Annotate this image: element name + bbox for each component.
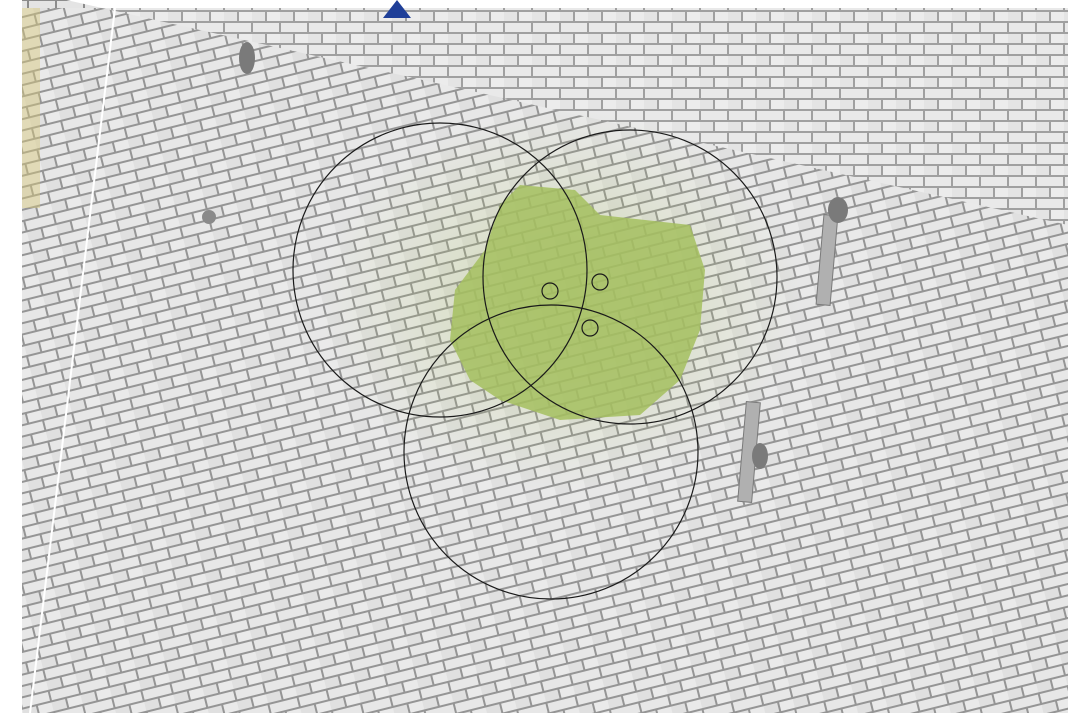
figure	[239, 42, 255, 74]
grass-patch	[450, 185, 705, 420]
circles	[292, 122, 778, 600]
range-circle	[482, 129, 778, 425]
range-circle	[403, 304, 699, 600]
dot	[202, 210, 216, 224]
grass-edge	[22, 8, 40, 208]
paving-upper	[22, 0, 1068, 225]
marker-triangle	[383, 0, 411, 18]
point-circle	[591, 273, 609, 291]
figure	[752, 443, 768, 469]
figure	[828, 197, 848, 223]
point-circle	[581, 319, 599, 337]
edge-line	[29, 7, 116, 713]
range-circle	[292, 122, 588, 418]
point-circle	[541, 282, 559, 300]
